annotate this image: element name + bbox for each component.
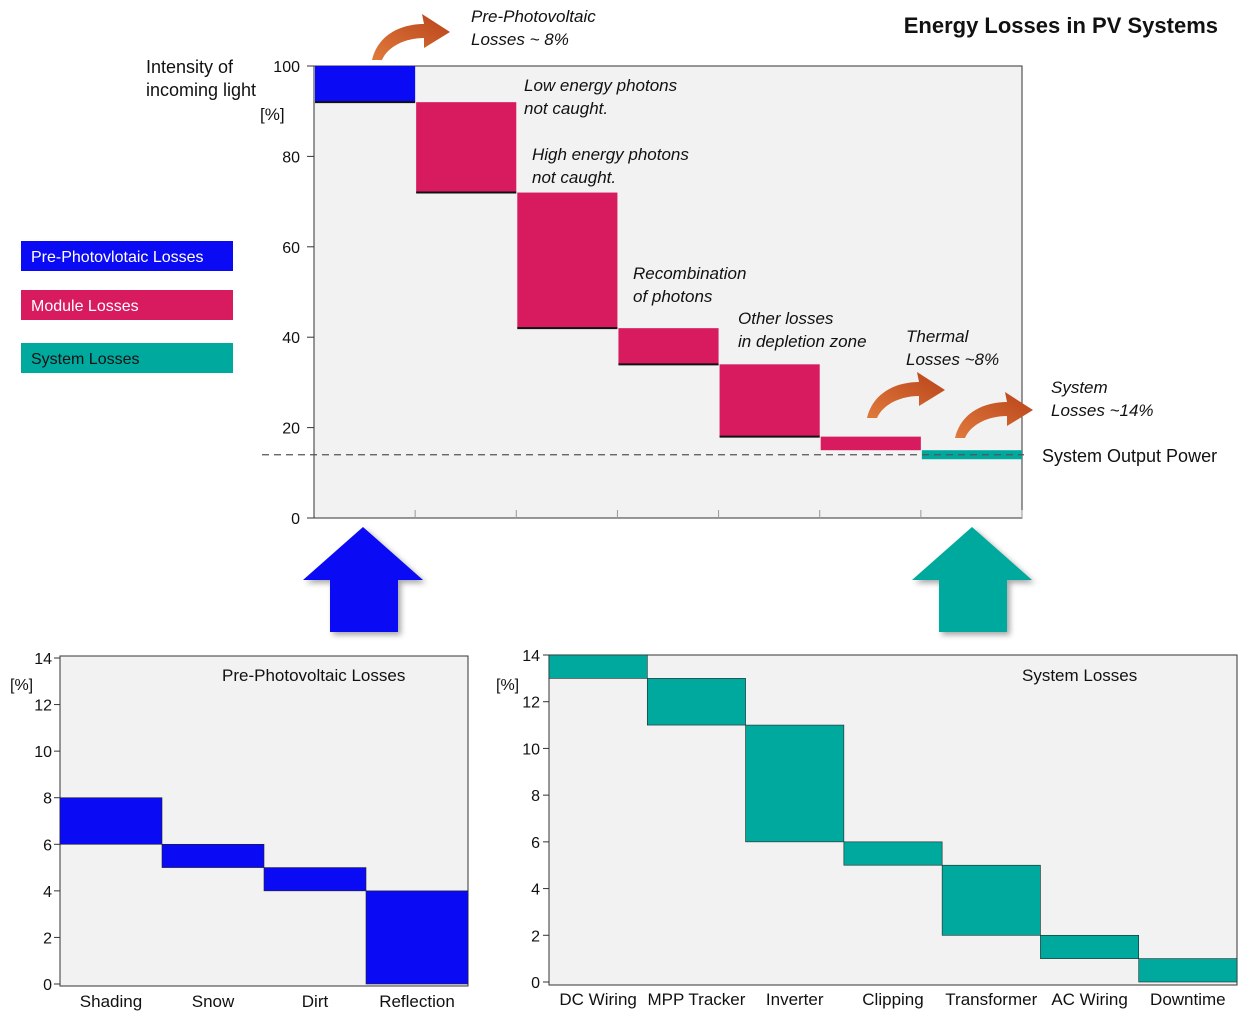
- main-annotation: not caught.: [532, 168, 616, 187]
- pre-category-label: Shading: [80, 992, 142, 1011]
- pre-y-unit: [%]: [10, 677, 33, 694]
- sys-bar: [1138, 958, 1238, 983]
- main-annotation: Thermal: [906, 327, 970, 346]
- sys-category-label: DC Wiring: [559, 990, 636, 1009]
- pre-category-label: Reflection: [379, 992, 455, 1011]
- sys-y-tick-label: 0: [531, 975, 540, 992]
- pre-y-tick-label: 12: [34, 698, 52, 715]
- main-bar-module: [820, 436, 921, 451]
- sys-y-tick-label: 6: [531, 835, 540, 852]
- main-annotation: Other losses: [738, 309, 834, 328]
- sys-category-label: AC Wiring: [1051, 990, 1128, 1009]
- pre-y-tick-label: 2: [43, 930, 52, 947]
- main-bar-pre_photovoltaic: [315, 66, 416, 103]
- legend-swatch: [21, 241, 233, 271]
- sys-chart-title: System Losses: [1022, 666, 1137, 685]
- sys-y-tick-label: 4: [531, 882, 540, 899]
- sys-y-tick-label: 2: [531, 928, 540, 945]
- main-annotation: Losses ~8%: [906, 350, 999, 369]
- pre-bar: [263, 867, 367, 892]
- loss-arrow-icon: [955, 392, 1033, 438]
- pre-y-tick-label: 10: [34, 744, 52, 761]
- legend-label: System Losses: [31, 351, 139, 368]
- sys-bar: [843, 841, 943, 866]
- sys-bar: [1040, 934, 1140, 959]
- main-annotation: Losses ~14%: [1051, 401, 1154, 420]
- main-annotation: of photons: [633, 287, 713, 306]
- pre-y-tick-label: 0: [43, 977, 52, 994]
- sys-category-label: Inverter: [766, 990, 824, 1009]
- main-annotation: Pre-Photovoltaic: [471, 7, 596, 26]
- sys-y-tick-label: 8: [531, 788, 540, 805]
- sys-y-unit: [%]: [496, 677, 519, 694]
- y-axis-label-line1: Intensity of: [146, 57, 234, 77]
- pre-y-tick-label: 14: [34, 651, 52, 668]
- main-y-tick-label: 60: [282, 240, 300, 257]
- main-bar-module: [416, 102, 517, 193]
- pre-category-label: Snow: [192, 992, 235, 1011]
- pre-y-tick-label: 4: [43, 884, 52, 901]
- main-y-tick-label: 0: [291, 511, 300, 528]
- main-y-tick-label: 100: [273, 59, 300, 76]
- legend-label: Pre-Photovlotaic Losses: [31, 249, 204, 266]
- legend-label: Module Losses: [31, 298, 139, 315]
- sys-y-tick-label: 12: [522, 695, 540, 712]
- main-bar-module: [517, 192, 618, 329]
- main-annotation: High energy photons: [532, 145, 689, 164]
- main-annotation: Recombination: [633, 264, 746, 283]
- pre-category-label: Dirt: [302, 992, 329, 1011]
- teal-link-arrow: [912, 527, 1032, 632]
- main-y-tick-label: 20: [282, 421, 300, 438]
- loss-arrow-icon: [867, 372, 945, 418]
- sys-y-tick-label: 10: [522, 741, 540, 758]
- pre-bar: [59, 797, 163, 845]
- main-y-tick-label: 80: [282, 149, 300, 166]
- sys-y-tick-label: 14: [522, 648, 540, 665]
- sys-category-label: Downtime: [1150, 990, 1226, 1009]
- blue-link-arrow: [303, 527, 423, 632]
- legend: Pre-Photovlotaic Losses Module Losses Syst…: [21, 241, 233, 373]
- legend-swatch: [21, 343, 233, 373]
- output-power-label: System Output Power: [1042, 446, 1217, 466]
- sys-category-label: Clipping: [862, 990, 923, 1009]
- y-axis-label-line2: incoming light: [146, 80, 256, 100]
- sys-category-label: MPP Tracker: [647, 990, 745, 1009]
- main-annotation: Low energy photons: [524, 76, 678, 95]
- pre-bar: [365, 890, 469, 985]
- pre-y-tick-label: 8: [43, 791, 52, 808]
- sys-category-label: Transformer: [945, 990, 1037, 1009]
- pre-chart-title: Pre-Photovoltaic Losses: [222, 666, 405, 685]
- pre-bar: [161, 843, 265, 868]
- main-y-tick-label: 40: [282, 330, 300, 347]
- pre-y-tick-label: 6: [43, 837, 52, 854]
- sys-bar: [548, 654, 648, 679]
- legend-swatch: [21, 290, 233, 320]
- system-losses-chart: 0 2 4 6 8 10 12 14 DC Wiring MPP Tracker Inverter…: [496, 648, 1238, 1009]
- loss-arrow-icon: [372, 14, 450, 60]
- sys-bar: [941, 864, 1041, 936]
- sys-bar: [646, 678, 746, 726]
- pre-photovoltaic-chart: 0 2 4 6 8 10 12 14 Shading Snow Dirt Reflection Pr…: [10, 651, 469, 1011]
- main-annotation: not caught.: [524, 99, 608, 118]
- main-annotation: in depletion zone: [738, 332, 867, 351]
- sys-bar: [745, 724, 845, 843]
- chart-title: Energy Losses in PV Systems: [904, 13, 1218, 38]
- main-chart: 0 20 40 60 80 100 Pre-Photovoltaic Losses ~ 8%…: [146, 7, 1217, 528]
- main-annotation: System: [1051, 378, 1108, 397]
- main-annotation: Losses ~ 8%: [471, 30, 569, 49]
- main-bar-module: [719, 364, 820, 437]
- main-y-unit: [%]: [260, 105, 285, 124]
- main-bar-module: [618, 328, 719, 365]
